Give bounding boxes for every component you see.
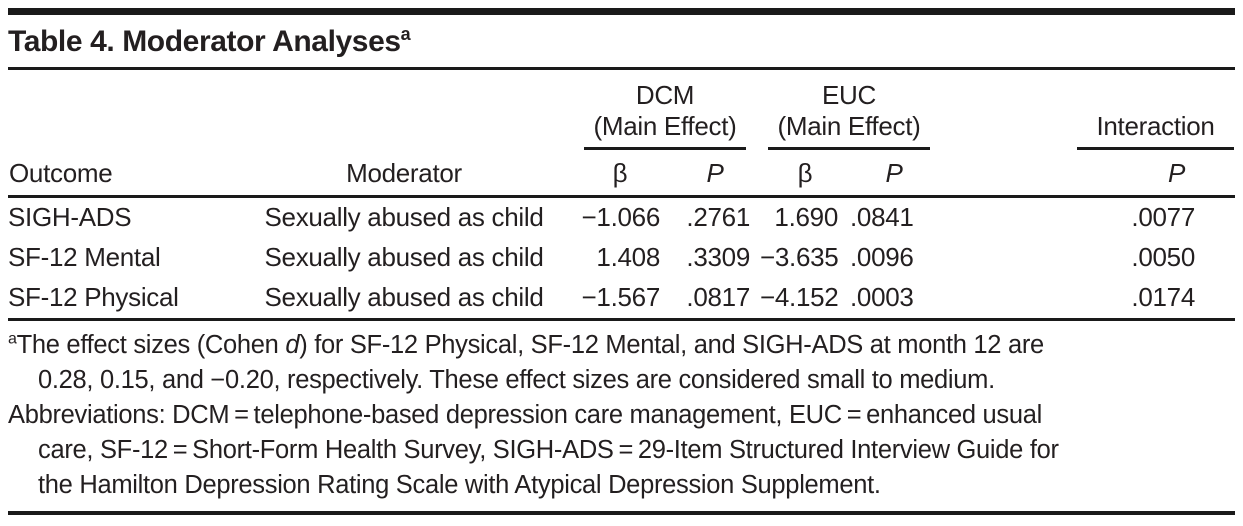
cell-euc-p: .0841	[850, 202, 914, 232]
table-title-text: Table 4. Moderator Analyses	[8, 25, 401, 58]
dcm-label-line2: (Main Effect)	[593, 111, 737, 141]
cell-dcm-beta: 1.408	[596, 242, 660, 272]
column-group-dcm-label: DCM (Main Effect)	[584, 80, 746, 150]
table-page: Table 4. Moderator Analysesa Outcome Mod…	[8, 0, 1235, 515]
interaction-label: Interaction	[1096, 111, 1215, 141]
table-title-superscript: a	[400, 24, 411, 44]
footnote-a-text: The effect sizes (Cohen	[16, 331, 286, 359]
cell-interaction-p: .0050	[1131, 242, 1195, 272]
cell-outcome: SF-12 Mental	[8, 242, 161, 272]
spanner-header-row: Outcome Moderator DCM (Main Effect) EUC …	[8, 70, 1235, 198]
cell-dcm-p: .0817	[670, 278, 760, 321]
column-group-interaction: Interaction	[938, 70, 1235, 151]
cell-dcm-p: .3309	[686, 242, 750, 272]
title-divider	[8, 67, 1235, 70]
cell-euc-p: .0096	[850, 242, 914, 272]
column-group-interaction-label: Interaction	[1077, 111, 1234, 150]
column-group-euc-label: EUC (Main Effect)	[768, 80, 930, 150]
cell-moderator: Sexually abused as child	[264, 242, 544, 272]
abbreviations-line-3: the Hamilton Depression Rating Scale wit…	[38, 471, 881, 499]
abbreviations-line-2: care, SF-12 = Short-Form Health Survey, …	[38, 436, 1059, 464]
cell-dcm-p: .2761	[686, 202, 750, 232]
cell-interaction-p: .0077	[1131, 202, 1195, 232]
footnote-a-line-1: aThe effect sizes (Cohen d) for SF-12 Ph…	[8, 328, 1235, 363]
column-header-moderator: Moderator	[238, 70, 570, 198]
cell-euc-beta: 1.690	[774, 202, 838, 232]
table-header: Outcome Moderator DCM (Main Effect) EUC …	[8, 70, 1235, 198]
cell-outcome: SF-12 Physical	[8, 278, 238, 321]
column-header-euc-beta: β	[760, 151, 850, 198]
cell-euc-beta: −4.152	[760, 278, 850, 321]
sub-header-row: β P β P P	[8, 151, 1235, 198]
footnote-a-text: ) for SF-12 Physical, SF-12 Mental, and …	[299, 331, 1044, 359]
table-title: Table 4. Moderator Analysesa	[8, 15, 1235, 67]
column-group-euc: EUC (Main Effect)	[760, 70, 938, 151]
cell-dcm-beta: −1.567	[570, 278, 670, 321]
cell-moderator: Sexually abused as child	[264, 202, 544, 232]
column-header-outcome: Outcome	[8, 70, 238, 198]
footnote-a-italic-d: d	[285, 331, 300, 359]
abbreviations-line-1: Abbreviations: DCM = telephone-based dep…	[8, 401, 1042, 429]
euc-label-line2: (Main Effect)	[777, 111, 921, 141]
cell-outcome: SIGH-ADS	[8, 202, 132, 232]
column-group-dcm: DCM (Main Effect)	[570, 70, 760, 151]
moderator-analyses-table: Outcome Moderator DCM (Main Effect) EUC …	[8, 70, 1235, 321]
table-row: SF-12 Mental Sexually abused as child 1.…	[8, 238, 1235, 278]
euc-label-line1: EUC	[822, 80, 876, 110]
cell-euc-beta: −3.635	[760, 242, 839, 272]
table-row: SF-12 Physical Sexually abused as child …	[8, 278, 1235, 321]
bottom-border-bar	[8, 511, 1235, 515]
dcm-label-line1: DCM	[635, 80, 695, 110]
footnote-a-line-2: 0.28, 0.15, and −0.20, respectively. The…	[38, 366, 995, 394]
table-footnotes: aThe effect sizes (Cohen d) for SF-12 Ph…	[8, 328, 1235, 503]
top-border-bar	[8, 8, 1235, 15]
column-header-dcm-beta: β	[570, 151, 670, 198]
table-row: SIGH-ADS Sexually abused as child −1.066…	[8, 197, 1235, 239]
cell-interaction-p: .0174	[938, 278, 1235, 321]
cell-euc-p: .0003	[850, 278, 938, 321]
column-header-euc-p: P	[850, 151, 938, 198]
column-header-dcm-p: P	[670, 151, 760, 198]
cell-dcm-beta: −1.066	[581, 202, 661, 232]
column-header-interaction-p: P	[938, 151, 1235, 198]
cell-moderator: Sexually abused as child	[238, 278, 570, 321]
table-body: SIGH-ADS Sexually abused as child −1.066…	[8, 197, 1235, 321]
footnote-a-marker: a	[8, 330, 17, 348]
